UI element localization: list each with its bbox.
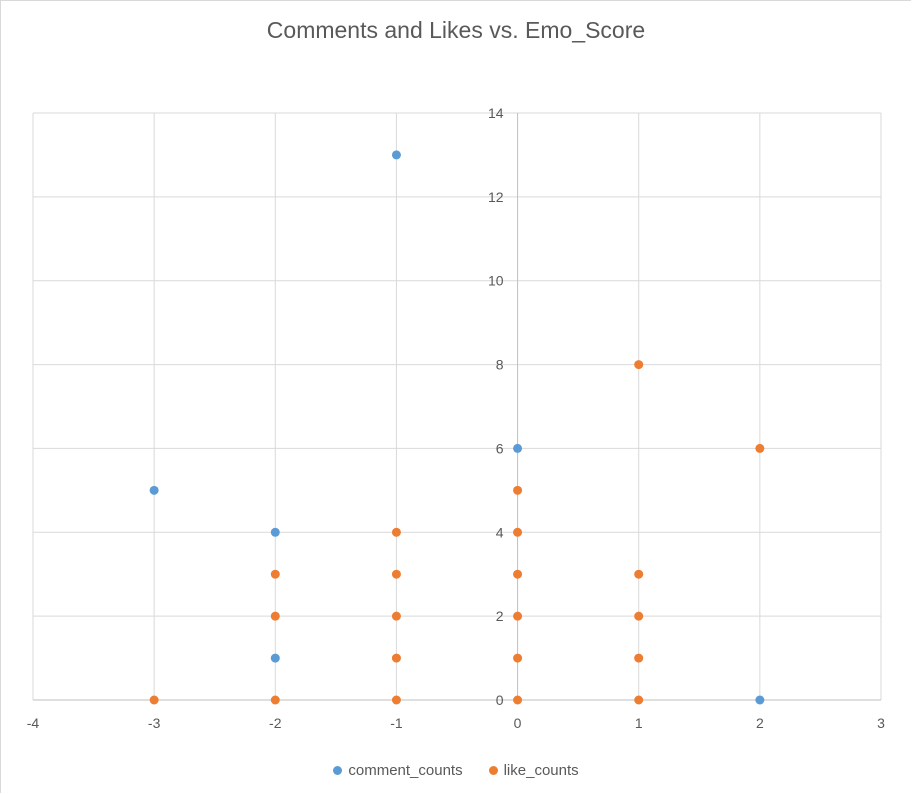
y-tick-label-2: 4 <box>496 524 504 540</box>
x-tick-label-4: 0 <box>514 715 522 731</box>
x-tick-label-6: 2 <box>756 715 764 731</box>
chart-title: Comments and Likes vs. Emo_Score <box>266 17 646 43</box>
y-tick-label-3: 6 <box>496 440 504 456</box>
y-tick-label-6: 12 <box>488 189 504 205</box>
like-counts-point-18 <box>634 569 644 579</box>
like-counts-point-6 <box>391 611 401 621</box>
like-counts-point-3 <box>270 569 280 579</box>
legend-marker-like-counts <box>488 765 498 775</box>
grid-lines <box>32 112 882 700</box>
legend-label-comment-counts: comment_counts <box>348 761 463 779</box>
like-counts-point-2 <box>270 611 280 621</box>
like-counts-point-4 <box>391 695 401 705</box>
like-counts-point-9 <box>513 695 523 705</box>
y-tick-label-0: 0 <box>496 692 504 708</box>
comment-counts-point-3 <box>391 150 401 160</box>
like-counts-point-0 <box>149 695 159 705</box>
like-counts-point-1 <box>270 695 280 705</box>
y-tick-label-4: 8 <box>496 357 504 373</box>
like-counts-point-5 <box>391 653 401 663</box>
x-tick-label-3: -1 <box>390 715 403 731</box>
axes <box>33 113 881 701</box>
like-counts-point-13 <box>513 527 523 537</box>
x-tick-labels: -4 -3 -2 -1 0 1 2 3 <box>27 715 885 731</box>
legend-marker-comment-counts <box>333 765 343 775</box>
x-tick-label-2: -2 <box>269 715 282 731</box>
like-counts-point-12 <box>513 569 523 579</box>
like-counts-point-11 <box>513 611 523 621</box>
like-counts-point-19 <box>634 360 644 370</box>
legend-item-comment-counts: comment_counts <box>333 761 463 779</box>
x-tick-label-7: 3 <box>877 715 885 731</box>
like-counts-point-7 <box>391 569 401 579</box>
legend: comment_counts like_counts <box>0 759 912 781</box>
legend-item-like-counts: like_counts <box>488 761 579 779</box>
comment-counts-point-4 <box>513 443 523 453</box>
x-tick-label-0: -4 <box>27 715 40 731</box>
like-counts-point-8 <box>391 527 401 537</box>
legend-label-like-counts: like_counts <box>503 761 579 779</box>
like-counts-point-16 <box>634 653 644 663</box>
y-tick-labels: 0 2 4 6 8 10 12 14 <box>488 105 504 708</box>
like-counts-point-17 <box>634 611 644 621</box>
like-counts-point-15 <box>634 695 644 705</box>
y-tick-label-7: 14 <box>488 105 504 121</box>
data-points <box>149 150 765 705</box>
y-tick-label-1: 2 <box>496 608 504 624</box>
comment-counts-point-0 <box>149 485 159 495</box>
like-counts-point-10 <box>513 653 523 663</box>
comment-counts-point-5 <box>755 695 765 705</box>
like-counts-point-20 <box>755 443 765 453</box>
x-tick-label-1: -3 <box>148 715 161 731</box>
y-tick-label-5: 10 <box>488 273 504 289</box>
x-tick-label-5: 1 <box>635 715 643 731</box>
comment-counts-point-1 <box>270 527 280 537</box>
comment-counts-point-2 <box>270 653 280 663</box>
like-counts-point-14 <box>513 485 523 495</box>
